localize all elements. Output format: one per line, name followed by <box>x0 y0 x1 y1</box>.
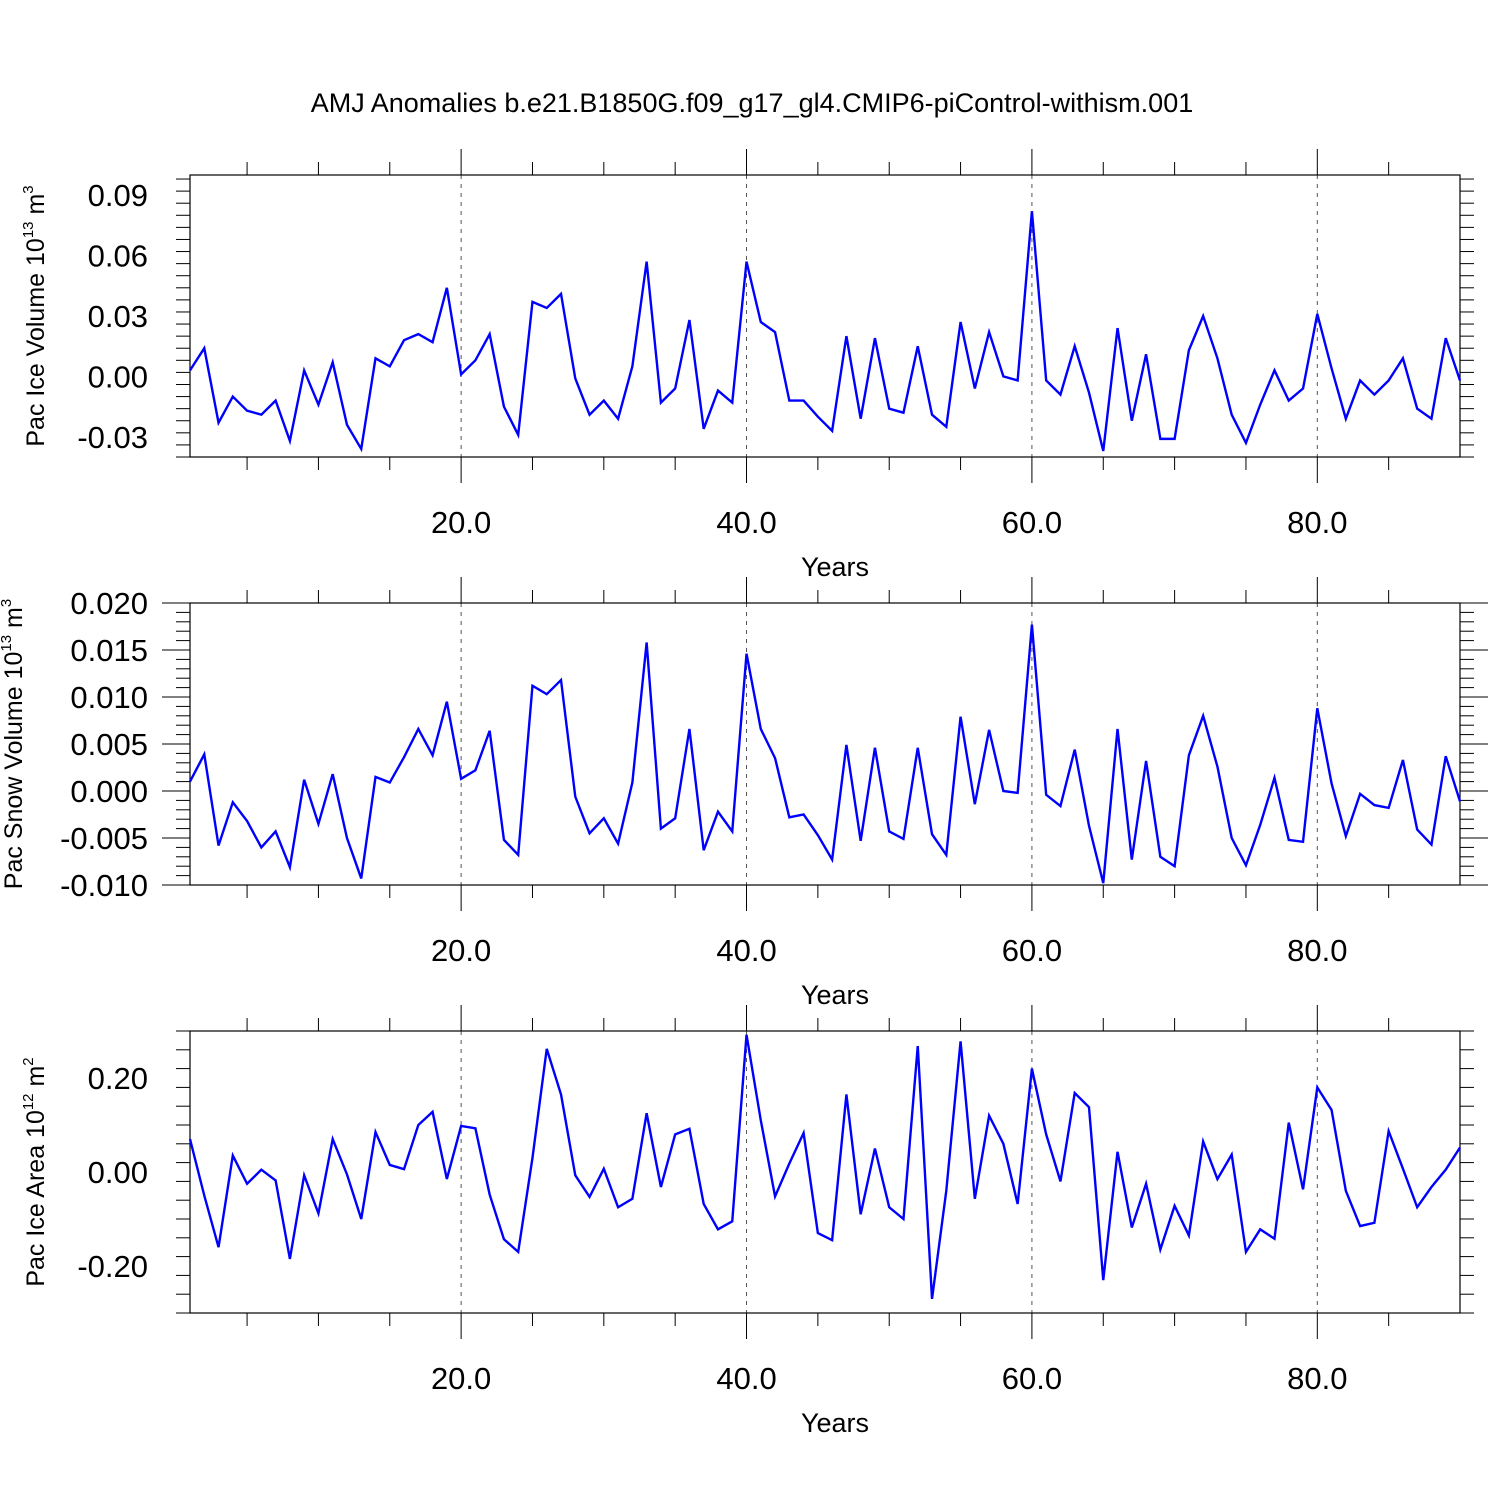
x-axis-label: Years <box>801 1408 869 1438</box>
x-tick-label: 40.0 <box>716 1361 776 1396</box>
y-axis-label-part: m <box>22 1066 50 1094</box>
x-tick-label: 20.0 <box>431 505 491 540</box>
x-axis-label: Years <box>801 552 869 582</box>
y-tick-label: 0.010 <box>70 680 148 715</box>
x-tick-label: 80.0 <box>1287 933 1347 968</box>
x-tick-label: 40.0 <box>716 933 776 968</box>
y-axis-label-superscript: 12 <box>20 1093 37 1110</box>
data-line <box>188 1034 1462 1300</box>
x-tick-label: 60.0 <box>1002 1361 1062 1396</box>
y-axis-label-part: Pac Ice Volume 10 <box>22 238 50 446</box>
x-axis-label: Years <box>801 980 869 1010</box>
x-tick-label: 40.0 <box>716 505 776 540</box>
y-axis-label-superscript: 3 <box>0 599 15 607</box>
y-axis-label: Pac Snow Volume 1013 m3 <box>0 599 28 889</box>
y-axis-label-part: m <box>22 194 50 222</box>
y-tick-label: 0.000 <box>70 774 148 809</box>
x-tick-label: 60.0 <box>1002 933 1062 968</box>
y-axis-label: Pac Ice Area 1012 m2 <box>20 1057 50 1286</box>
y-tick-label: -0.010 <box>60 868 148 903</box>
panel-ice-area: -0.20 0.00 0.20 20.0 40.0 60.0 80.0 Years Pac Ic… <box>20 1005 1474 1438</box>
y-axis-label-superscript: 13 <box>20 221 37 238</box>
y-axis-label-part: Pac Snow Volume 10 <box>0 652 28 890</box>
y-tick-label: 0.00 <box>88 1155 148 1190</box>
x-tick-label: 80.0 <box>1287 505 1347 540</box>
y-tick-label: 0.00 <box>88 359 148 394</box>
y-tick-label: 0.015 <box>70 633 148 668</box>
y-tick-label: 0.06 <box>88 239 148 274</box>
y-tick-label: -0.03 <box>77 420 148 455</box>
plot-frame <box>189 174 1461 458</box>
data-line <box>188 624 1462 884</box>
y-axis-label-superscript: 13 <box>0 635 15 652</box>
panel-ice-volume: -0.03 0.00 0.03 0.06 0.09 20.0 40.0 60.0 80.0 Yea… <box>20 149 1474 582</box>
y-axis-label: Pac Ice Volume 1013 m3 <box>20 185 50 446</box>
y-axis-label-superscript: 2 <box>20 1057 37 1065</box>
data-line <box>188 211 1462 453</box>
figure-title: AMJ Anomalies b.e21.B1850G.f09_g17_gl4.C… <box>311 88 1193 118</box>
panel-snow-volume: -0.010 -0.005 0.000 0.005 0.010 0.015 0.020 20.… <box>0 577 1488 1010</box>
y-tick-label: 0.005 <box>70 727 148 762</box>
plot-frame <box>189 1030 1461 1314</box>
x-tick-label: 20.0 <box>431 1361 491 1396</box>
y-tick-label: -0.005 <box>60 821 148 856</box>
y-tick-label: 0.09 <box>88 178 148 213</box>
x-tick-label: 60.0 <box>1002 505 1062 540</box>
y-tick-label: -0.20 <box>77 1249 148 1284</box>
y-tick-label: 0.20 <box>88 1061 148 1096</box>
x-tick-label: 80.0 <box>1287 1361 1347 1396</box>
y-axis-label-superscript: 3 <box>20 185 37 193</box>
y-tick-label: 0.020 <box>70 586 148 621</box>
x-tick-label: 20.0 <box>431 933 491 968</box>
plot-frame <box>189 602 1461 886</box>
y-axis-label-part: m <box>0 607 28 635</box>
y-tick-label: 0.03 <box>88 299 148 334</box>
y-axis-label-part: Pac Ice Area 10 <box>22 1110 50 1287</box>
